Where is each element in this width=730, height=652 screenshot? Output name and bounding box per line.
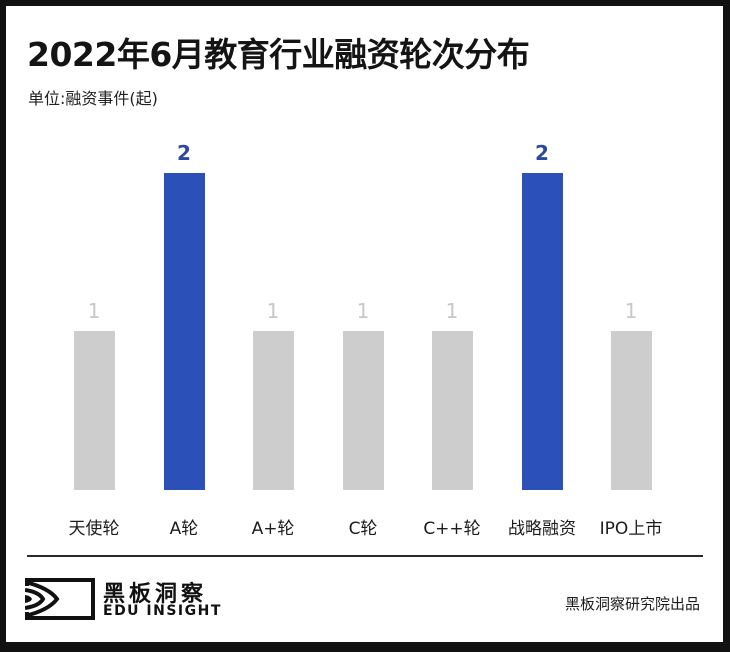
- unit-label: 单位:融资事件(起): [28, 89, 158, 108]
- bar-3: [343, 331, 384, 490]
- bar-value-label: 2: [177, 141, 191, 165]
- chart-card: 2022年6月教育行业融资轮次分布 单位:融资事件(起) 1 天使轮 2 A轮 1 A+轮…: [6, 6, 723, 642]
- logo-english-text: EDU INSIGHT: [103, 603, 222, 619]
- category-label: 天使轮: [68, 519, 120, 539]
- bar-2: [253, 331, 294, 490]
- bar-value-label: 1: [445, 299, 459, 323]
- category-label: A轮: [169, 519, 199, 539]
- category-label: 战略融资: [508, 519, 576, 539]
- category-label: A+轮: [251, 519, 295, 539]
- bar-1: [164, 173, 205, 490]
- bar-value-label: 1: [266, 299, 280, 323]
- bar-6: [611, 331, 652, 490]
- bar-value-label: 2: [535, 141, 549, 165]
- footer-divider: [27, 555, 703, 557]
- bar-4: [432, 331, 473, 490]
- eye-logo-icon: [25, 578, 95, 620]
- credit-text: 黑板洞察研究院出品: [564, 595, 700, 613]
- bar-chart: 1 天使轮 2 A轮 1 A+轮 1 C轮 1 C++轮 2 战略融资 1 IPO上市: [6, 6, 723, 566]
- bar-value-label: 1: [356, 299, 370, 323]
- logo-chinese-text: 黑板洞察: [103, 582, 208, 607]
- category-label: C轮: [348, 519, 378, 539]
- bar-value-label: 1: [87, 299, 101, 323]
- category-label: IPO上市: [599, 519, 663, 539]
- edu-insight-logo: 黑板洞察 EDU INSIGHT: [25, 576, 220, 622]
- chart-title: 2022年6月教育行业融资轮次分布: [27, 35, 530, 74]
- bar-0: [74, 331, 115, 490]
- category-label: C++轮: [423, 519, 481, 539]
- bar-value-label: 1: [624, 299, 638, 323]
- bar-5: [522, 173, 563, 490]
